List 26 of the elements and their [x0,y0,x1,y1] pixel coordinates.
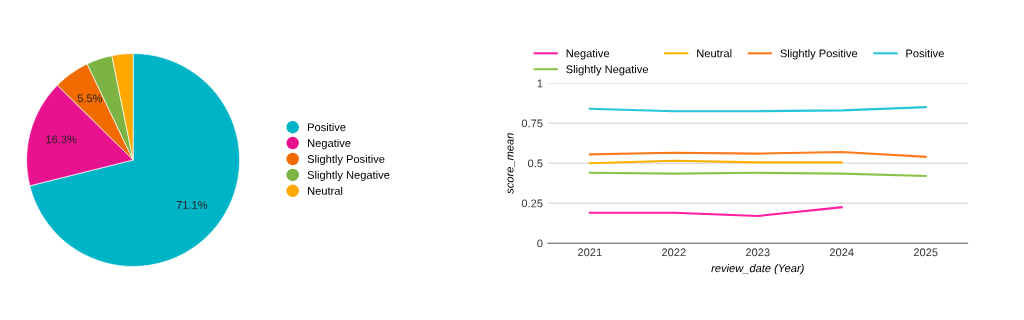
legend-label: Positive [906,49,944,58]
y-tick-label: 0.5 [527,159,543,168]
y-tick-label: 1 [537,79,543,88]
data-label: 5.5% [77,94,103,103]
legend-label: Negative [566,49,610,60]
legend-label: Slightly Positive [780,49,858,60]
legend-label: Slightly Positive [307,154,385,166]
legend-label: Positive [308,122,346,132]
legend-label: Neutral [308,186,343,195]
x-tick-label: 2024 [829,248,854,257]
y-tick-label: 0.25 [521,199,543,208]
data-label: 16.3% [46,135,77,144]
y-tick-label: 0.75 [521,119,543,128]
x-tick-label: 2022 [661,248,686,257]
y-tick-label: 0 [537,239,543,248]
legend-label: Slightly Negative [566,65,648,76]
y-axis-title: score_mean [507,133,515,194]
legend-label: Negative [308,138,351,150]
legend-label: Slightly Negative [307,170,390,182]
x-tick-label: 2025 [913,248,938,257]
legend-label: Neutral [697,49,732,58]
x-tick-label: 2023 [745,248,770,257]
x-tick-label: 2021 [578,248,602,257]
pie-slice [29,53,240,267]
x-axis-title: review_date (Year) [711,263,804,275]
data-label: 71.1% [176,201,208,209]
